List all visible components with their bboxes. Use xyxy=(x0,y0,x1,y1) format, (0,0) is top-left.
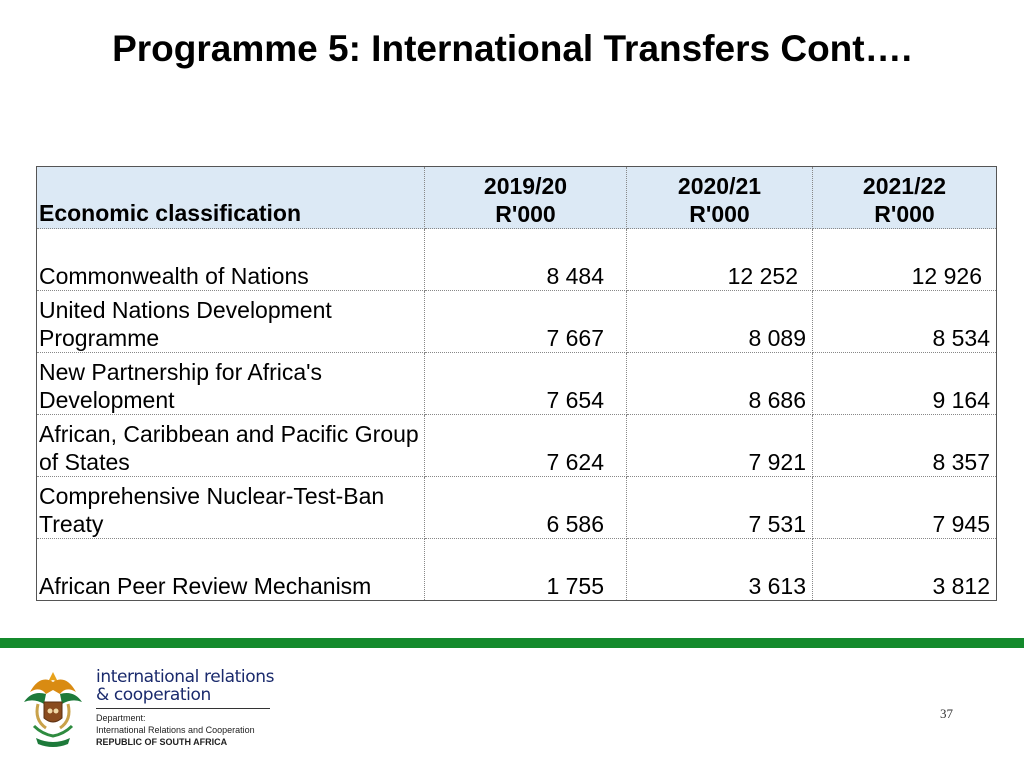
header-year-label: 2019/20 xyxy=(483,173,568,199)
department-label: Department: xyxy=(96,713,146,723)
footer-green-bar xyxy=(0,638,1024,648)
value-2021-22: 12 926 xyxy=(812,228,997,291)
value-2020-21: 3 613 xyxy=(626,538,813,601)
brand-line-1: international relations xyxy=(96,667,275,687)
header-unit-label: R'000 xyxy=(495,201,556,227)
header-year-label: 2020/21 xyxy=(677,173,762,199)
slide-title: Programme 5: International Transfers Con… xyxy=(112,28,912,69)
value-2021-22: 8 534 xyxy=(812,290,997,353)
table-row: United Nations Development Programme 7 6… xyxy=(36,290,997,353)
table-row: Comprehensive Nuclear-Test-Ban Treaty 6 … xyxy=(36,476,997,539)
brand-line-2: & cooperation xyxy=(96,685,211,705)
row-label: Commonwealth of Nations xyxy=(36,228,425,291)
table-row: New Partnership for Africa's Development… xyxy=(36,352,997,415)
header-economic-classification: Economic classification xyxy=(36,166,425,229)
value-2020-21: 7 531 xyxy=(626,476,813,539)
value-2019-20: 6 586 xyxy=(424,476,627,539)
value-2019-20: 7 654 xyxy=(424,352,627,415)
page-number: 37 xyxy=(940,706,953,721)
country-name: REPUBLIC OF SOUTH AFRICA xyxy=(96,737,228,747)
header-year-label: 2021/22 xyxy=(862,173,947,199)
value-2019-20: 7 624 xyxy=(424,414,627,477)
header-year-2021-22: 2021/22 R'000 xyxy=(812,166,997,229)
row-label: African Peer Review Mechanism xyxy=(36,538,425,601)
row-label: New Partnership for Africa's Development xyxy=(36,352,425,415)
row-label: United Nations Development Programme xyxy=(36,290,425,353)
value-2020-21: 7 921 xyxy=(626,414,813,477)
table-row: Commonwealth of Nations 8 484 12 252 12 … xyxy=(36,228,997,291)
value-2019-20: 8 484 xyxy=(424,228,627,291)
value-2021-22: 7 945 xyxy=(812,476,997,539)
value-2019-20: 7 667 xyxy=(424,290,627,353)
value-2021-22: 9 164 xyxy=(812,352,997,415)
table-header-row: Economic classification 2019/20 R'000 20… xyxy=(36,166,997,229)
economic-classification-table: Economic classification 2019/20 R'000 20… xyxy=(36,166,997,601)
value-2019-20: 1 755 xyxy=(424,538,627,601)
department-name: International Relations and Cooperation xyxy=(96,725,255,735)
value-2020-21: 12 252 xyxy=(626,228,813,291)
brand-divider xyxy=(96,708,270,709)
coat-of-arms-icon xyxy=(24,672,82,747)
row-label: Comprehensive Nuclear-Test-Ban Treaty xyxy=(36,476,425,539)
header-year-2019-20: 2019/20 R'000 xyxy=(424,166,627,229)
department-brand: international relations & cooperation De… xyxy=(96,668,276,748)
header-unit-label: R'000 xyxy=(689,201,750,227)
value-2020-21: 8 686 xyxy=(626,352,813,415)
header-unit-label: R'000 xyxy=(874,201,935,227)
value-2021-22: 3 812 xyxy=(812,538,997,601)
value-2021-22: 8 357 xyxy=(812,414,997,477)
table-row: African, Caribbean and Pacific Group of … xyxy=(36,414,997,477)
header-year-2020-21: 2020/21 R'000 xyxy=(626,166,813,229)
row-label: African, Caribbean and Pacific Group of … xyxy=(36,414,425,477)
value-2020-21: 8 089 xyxy=(626,290,813,353)
table-row: African Peer Review Mechanism 1 755 3 61… xyxy=(36,538,997,601)
